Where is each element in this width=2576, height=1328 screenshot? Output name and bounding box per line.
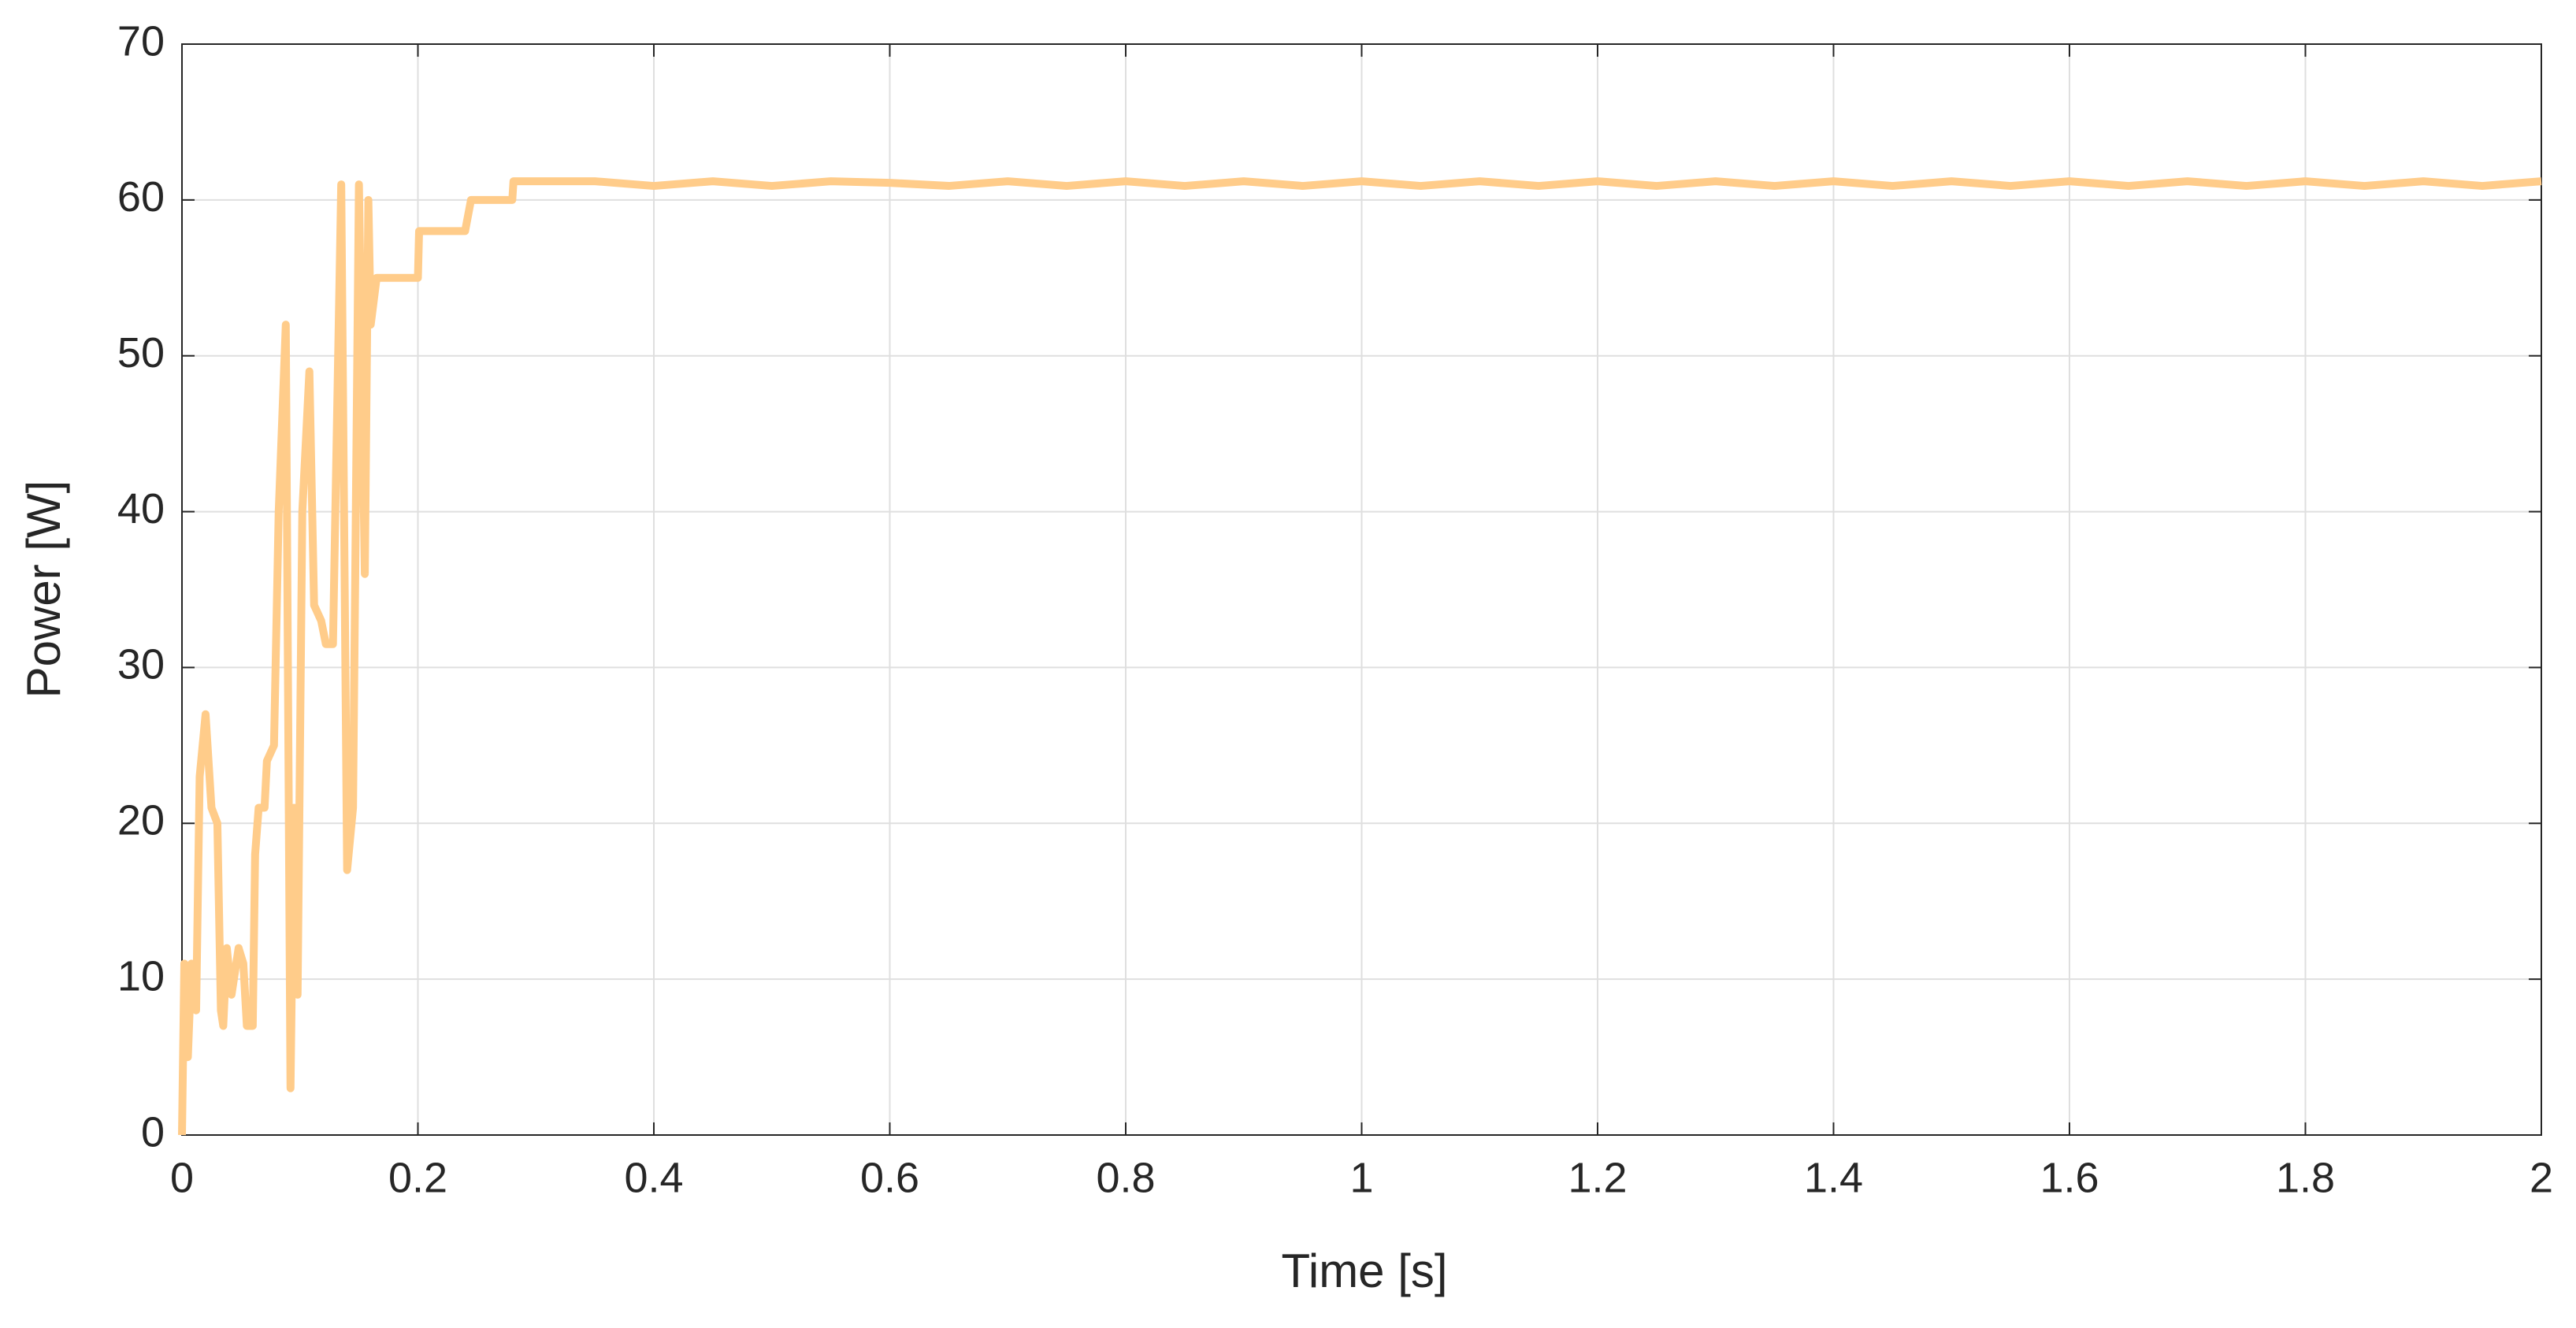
- x-tick-label: 0.2: [388, 1154, 447, 1201]
- x-tick-label: 2: [2530, 1154, 2553, 1201]
- x-axis-label: Time [s]: [1281, 1245, 1447, 1297]
- y-axis-label: Power [W]: [17, 480, 70, 699]
- y-tick-label: 10: [117, 952, 165, 1000]
- y-tick-label: 60: [117, 173, 165, 221]
- data-line: [178, 177, 2542, 1136]
- x-tick-label: 1.8: [2276, 1154, 2335, 1201]
- y-tick-label: 50: [117, 329, 165, 377]
- x-tick-label: 1.2: [1568, 1154, 1627, 1201]
- x-tick-label: 0.8: [1096, 1154, 1155, 1201]
- y-tick-label: 30: [117, 641, 165, 688]
- x-tick-label: 1: [1349, 1154, 1373, 1201]
- plot-frame: [181, 43, 2542, 1136]
- y-tick-label: 20: [117, 797, 165, 844]
- y-tick-label: 0: [141, 1108, 165, 1156]
- y-tick-label: 70: [117, 17, 165, 65]
- x-tick-label: 1.4: [1804, 1154, 1863, 1201]
- x-tick-label: 1.6: [2040, 1154, 2099, 1201]
- y-tick-label: 40: [117, 485, 165, 532]
- x-tick-label: 0.4: [624, 1154, 683, 1201]
- x-tick-label: 0.6: [860, 1154, 919, 1201]
- x-tick-label: 0: [170, 1154, 194, 1201]
